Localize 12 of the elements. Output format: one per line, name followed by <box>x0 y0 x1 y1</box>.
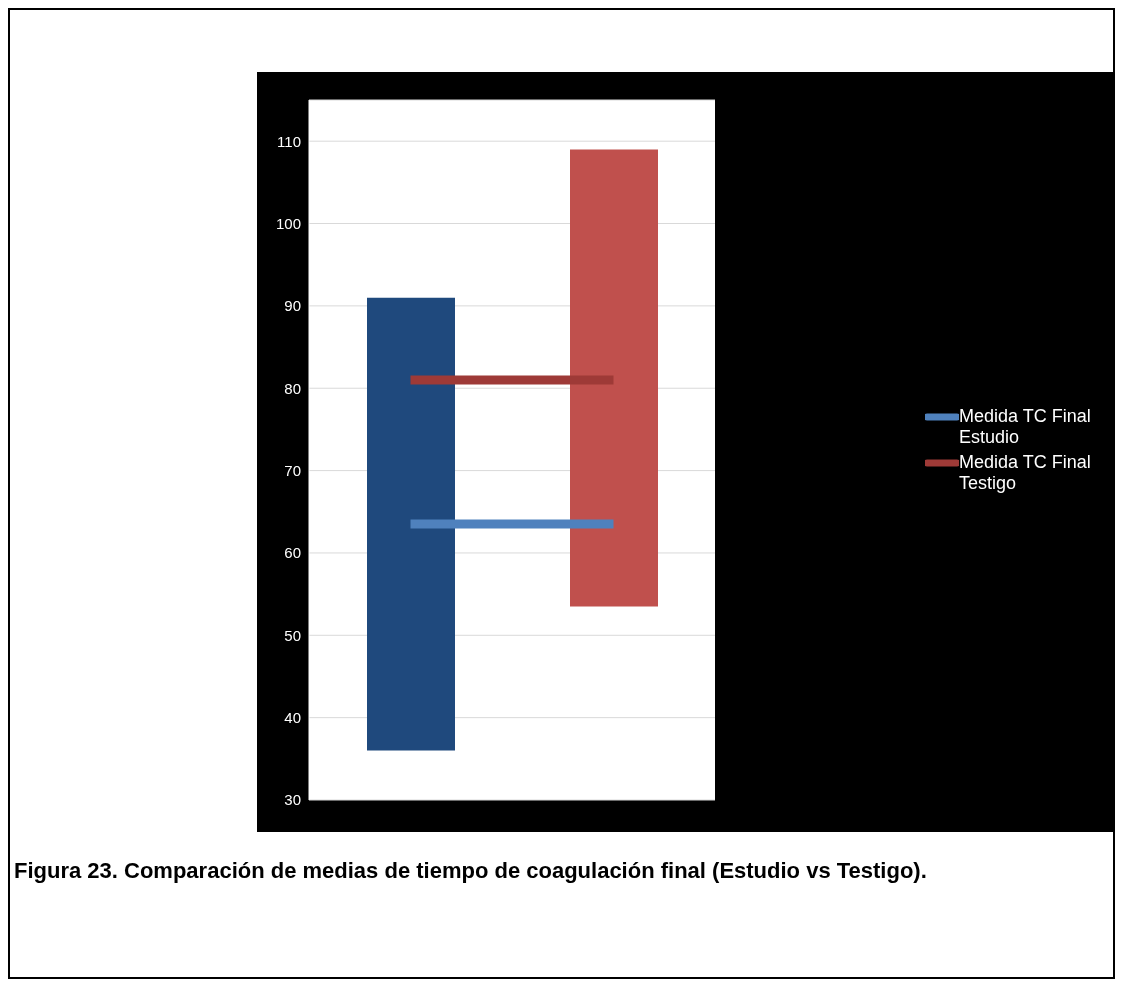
y-tick-label: 30 <box>284 791 301 809</box>
y-tick-label: 90 <box>284 297 301 315</box>
y-tick-label: 50 <box>284 626 301 644</box>
y-tick-label: 70 <box>284 461 301 479</box>
y-tick-label: 110 <box>277 132 301 150</box>
legend-label: Medida TC Final Estudio <box>959 406 1092 448</box>
y-tick-label: 60 <box>284 544 301 562</box>
y-tick-label: 40 <box>284 708 301 726</box>
y-tick-label: 100 <box>275 214 301 232</box>
text: Figura 23. Comparación de medias de tiempo de coagulación final (Estudio vs Testigo). <box>14 857 928 885</box>
legend-label: Medida TC Final Testigo <box>959 452 1092 494</box>
y-tick-label: 80 <box>284 379 301 397</box>
